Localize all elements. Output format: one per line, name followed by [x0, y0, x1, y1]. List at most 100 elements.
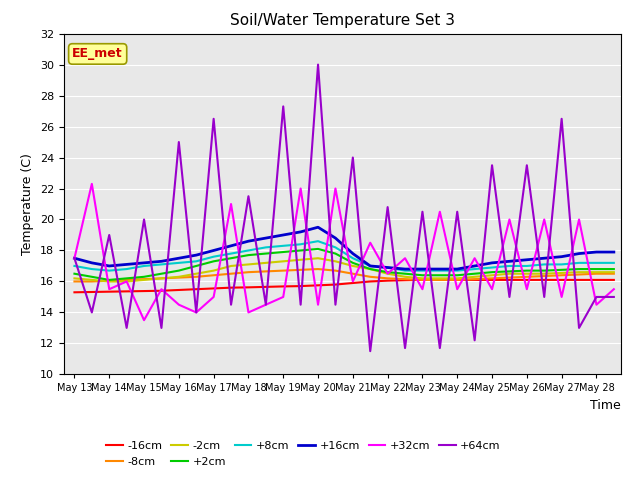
+32cm — [558, 294, 566, 300]
+16cm — [419, 266, 426, 272]
+8cm — [523, 263, 531, 269]
+16cm — [436, 266, 444, 272]
+64cm — [523, 162, 531, 168]
+16cm — [453, 266, 461, 272]
Line: +32cm: +32cm — [74, 184, 614, 320]
-2cm — [593, 269, 600, 275]
+32cm — [262, 302, 269, 308]
-2cm — [244, 262, 252, 267]
-2cm — [419, 276, 426, 281]
+8cm — [140, 263, 148, 269]
-2cm — [610, 269, 618, 275]
+32cm — [488, 286, 496, 292]
-16cm — [297, 283, 305, 289]
-16cm — [575, 277, 583, 283]
-16cm — [175, 287, 182, 293]
-16cm — [506, 277, 513, 283]
+32cm — [88, 181, 96, 187]
+16cm — [593, 249, 600, 255]
+16cm — [227, 243, 235, 249]
+64cm — [70, 255, 78, 261]
-16cm — [401, 277, 409, 283]
+16cm — [70, 255, 78, 261]
Title: Soil/Water Temperature Set 3: Soil/Water Temperature Set 3 — [230, 13, 455, 28]
+8cm — [297, 241, 305, 247]
+8cm — [366, 263, 374, 269]
-2cm — [558, 270, 566, 276]
-8cm — [593, 271, 600, 276]
-2cm — [123, 278, 131, 284]
+64cm — [227, 302, 235, 308]
-2cm — [349, 263, 356, 269]
+16cm — [123, 262, 131, 267]
+32cm — [506, 216, 513, 222]
+2cm — [314, 246, 322, 252]
+2cm — [558, 267, 566, 273]
+16cm — [175, 255, 182, 261]
+8cm — [453, 268, 461, 274]
+64cm — [506, 294, 513, 300]
-16cm — [610, 277, 618, 283]
+64cm — [558, 116, 566, 121]
+32cm — [593, 302, 600, 308]
-16cm — [157, 288, 165, 294]
-16cm — [436, 277, 444, 283]
+8cm — [540, 262, 548, 267]
-8cm — [175, 275, 182, 280]
-8cm — [558, 272, 566, 278]
+2cm — [419, 272, 426, 278]
-8cm — [106, 278, 113, 284]
-2cm — [297, 257, 305, 263]
+8cm — [193, 258, 200, 264]
+32cm — [366, 240, 374, 246]
+2cm — [227, 255, 235, 261]
+8cm — [506, 263, 513, 269]
-8cm — [210, 272, 218, 278]
-8cm — [314, 266, 322, 272]
+8cm — [175, 260, 182, 266]
-16cm — [540, 277, 548, 283]
+16cm — [575, 251, 583, 256]
+16cm — [332, 235, 339, 241]
-2cm — [471, 274, 479, 280]
+2cm — [123, 276, 131, 281]
-16cm — [471, 277, 479, 283]
Line: +2cm: +2cm — [74, 249, 614, 280]
+2cm — [140, 274, 148, 280]
-8cm — [349, 271, 356, 276]
+2cm — [401, 271, 409, 276]
-8cm — [419, 277, 426, 283]
-2cm — [106, 278, 113, 284]
+2cm — [471, 271, 479, 276]
+64cm — [349, 155, 356, 160]
-16cm — [453, 277, 461, 283]
+8cm — [558, 262, 566, 267]
+64cm — [88, 310, 96, 315]
+2cm — [575, 266, 583, 272]
-2cm — [488, 272, 496, 278]
+32cm — [453, 286, 461, 292]
+32cm — [332, 186, 339, 192]
+64cm — [210, 116, 218, 121]
-2cm — [453, 276, 461, 281]
-16cm — [244, 285, 252, 290]
+2cm — [610, 266, 618, 272]
-16cm — [558, 277, 566, 283]
-2cm — [140, 277, 148, 283]
-8cm — [227, 271, 235, 276]
+64cm — [106, 232, 113, 238]
+8cm — [314, 238, 322, 244]
+32cm — [314, 302, 322, 308]
+64cm — [175, 139, 182, 145]
-8cm — [123, 277, 131, 283]
+32cm — [540, 216, 548, 222]
-16cm — [332, 282, 339, 288]
Y-axis label: Temperature (C): Temperature (C) — [22, 153, 35, 255]
-2cm — [88, 277, 96, 283]
X-axis label: Time: Time — [590, 399, 621, 412]
-16cm — [314, 282, 322, 288]
+2cm — [297, 248, 305, 253]
+32cm — [471, 255, 479, 261]
+64cm — [314, 62, 322, 68]
+64cm — [157, 325, 165, 331]
